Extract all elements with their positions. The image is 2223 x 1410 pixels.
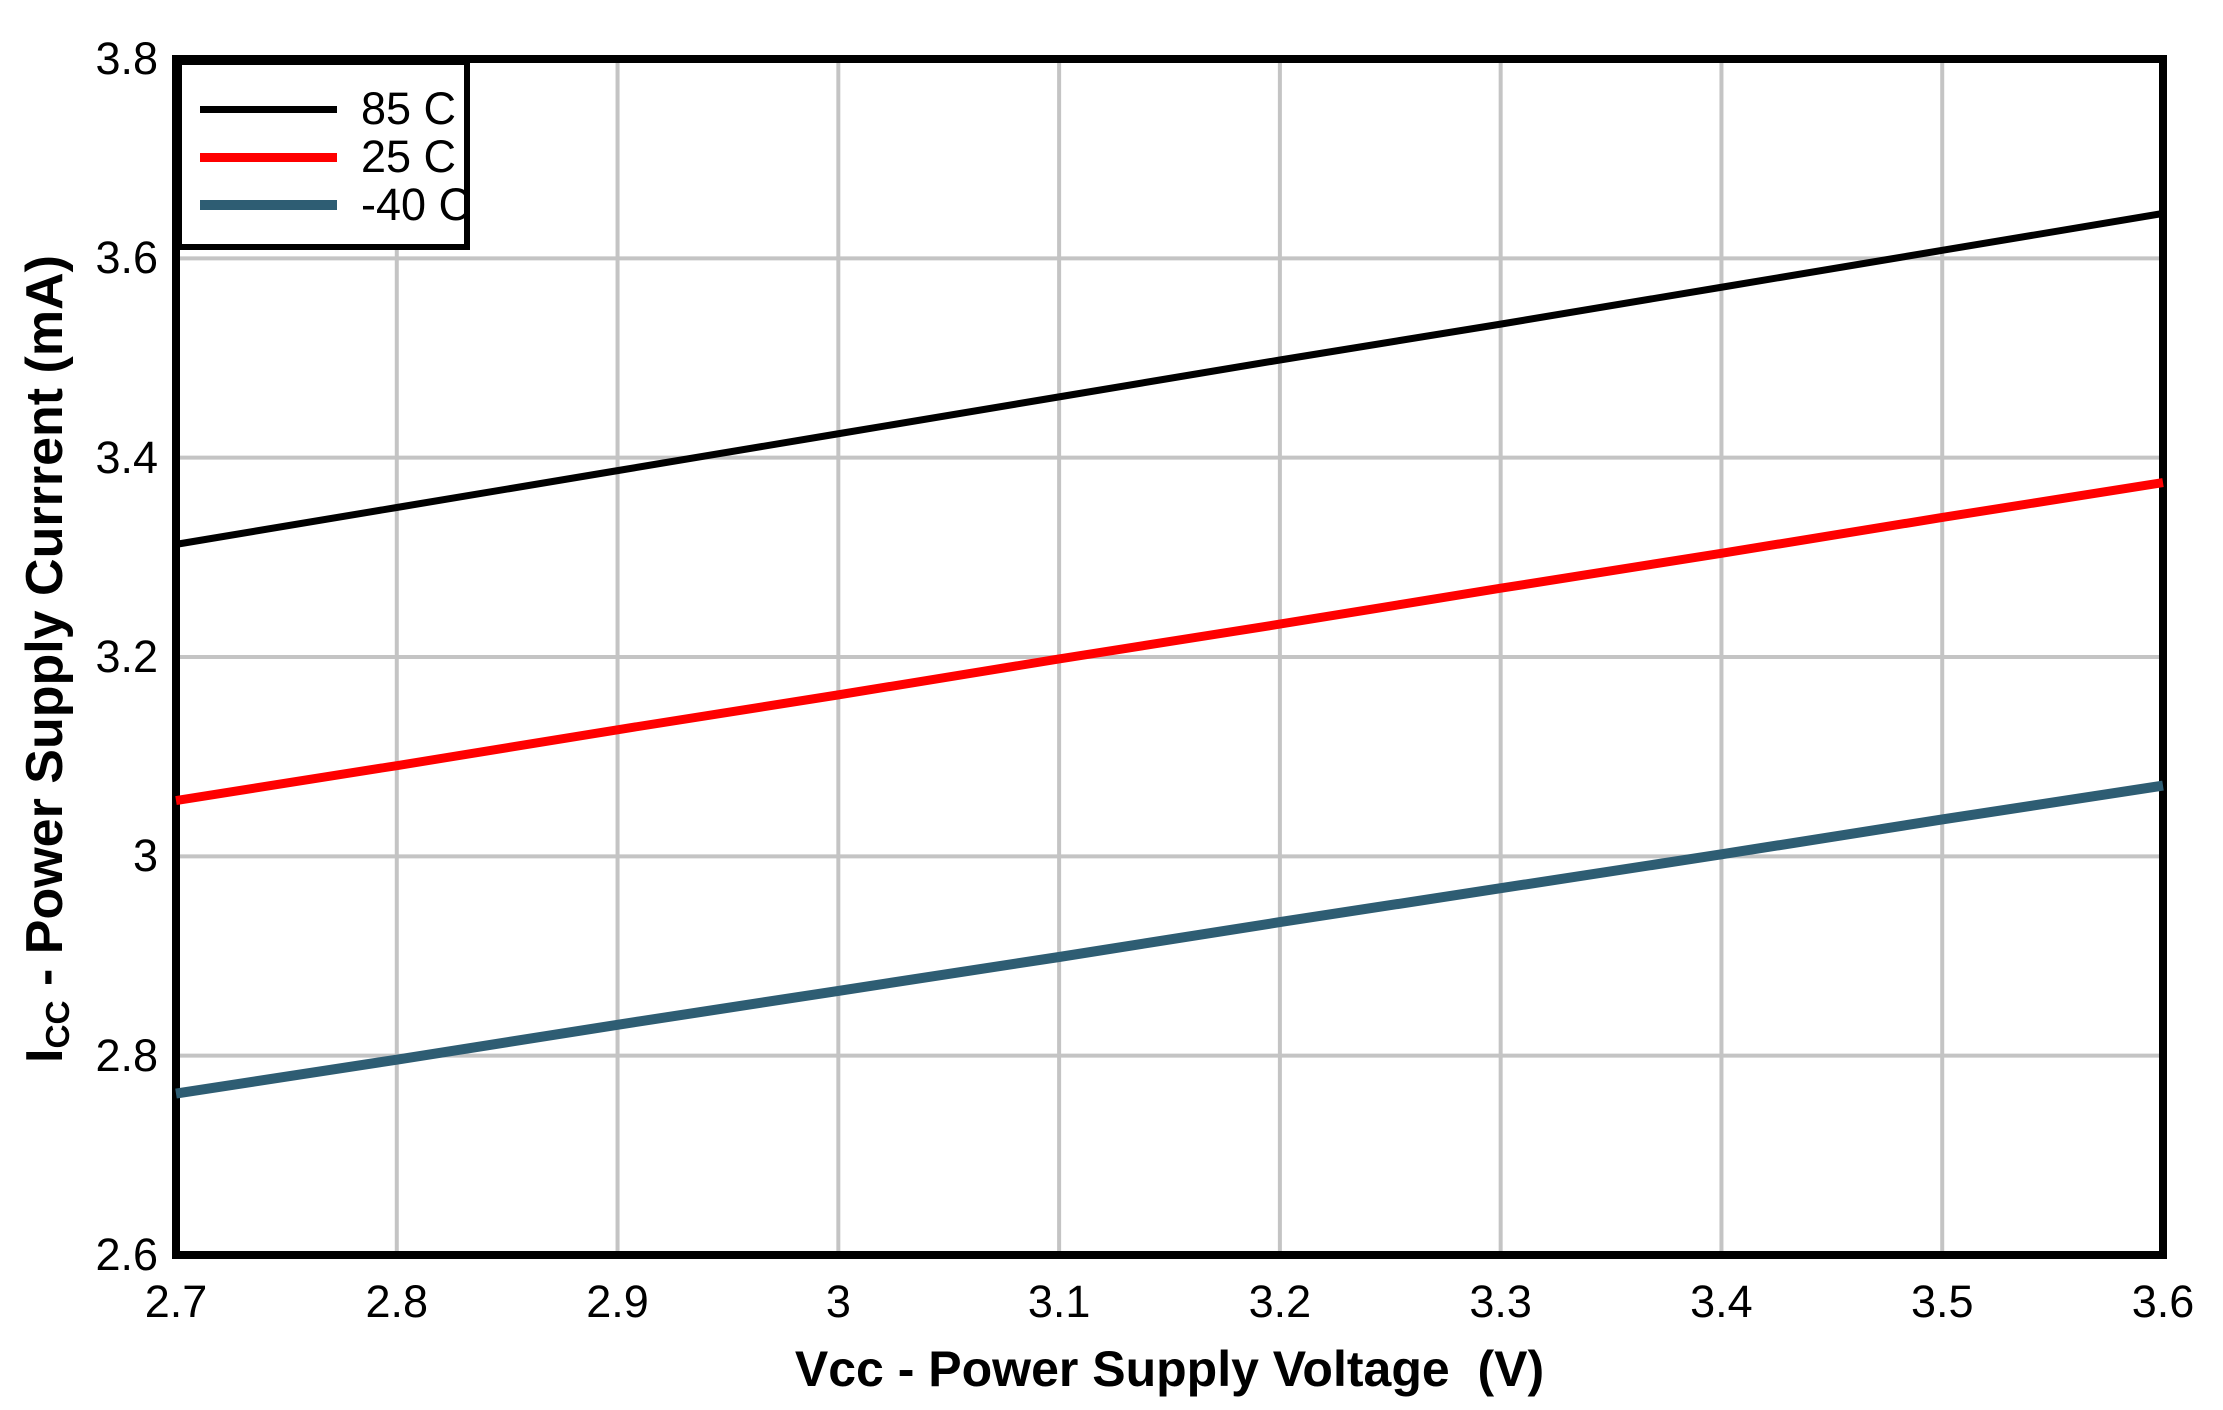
x-tick-label: 2.9 (586, 1276, 649, 1327)
y-axis-title-prefix: I (16, 1048, 74, 1063)
y-tick-label: 3.8 (95, 33, 158, 84)
legend-label-n40c: -40 C (361, 179, 472, 230)
x-tick-label: 2.7 (144, 1276, 208, 1327)
x-tick-label: 3.4 (1690, 1276, 1753, 1327)
y-tick-label: 3.2 (95, 631, 158, 682)
series-line--40-c (175, 780, 2164, 1099)
legend-item-25c: 25 C (200, 131, 464, 182)
legend-item-n40c: -40 C (200, 179, 471, 230)
y-axis-title-rest: - Power Supply Currrent (mA) (16, 255, 74, 1001)
x-tick-label: 3.3 (1469, 1276, 1532, 1327)
legend: 85 C 25 C -40 C (176, 59, 471, 250)
x-tick-label: 3.1 (1027, 1276, 1091, 1327)
x-tick-label: 3 (825, 1276, 851, 1327)
x-tick-label: 2.8 (365, 1276, 429, 1327)
x-tick-label: 3.5 (1910, 1276, 1974, 1327)
legend-line-swatch-n40c (200, 200, 337, 210)
series-line-85-c (175, 210, 2164, 548)
x-axis-title: Vcc - Power Supply Voltage (V) (794, 1341, 1545, 1397)
y-tick-label: 2.6 (95, 1229, 158, 1280)
y-tick-label: 2.8 (95, 1029, 158, 1081)
y-axis-title: ICC - Power Supply Currrent (mA) (13, 61, 77, 1257)
x-tick-label: 3.6 (2131, 1276, 2195, 1327)
legend-line-swatch-25c (200, 152, 337, 162)
series-line-25-c (175, 478, 2164, 805)
y-tick-label: 3.6 (95, 232, 158, 284)
legend-item-85c: 85 C (200, 83, 464, 134)
legend-line-swatch-85c (200, 105, 337, 113)
x-tick-label: 3.2 (1248, 1276, 1312, 1327)
y-tick-label: 3 (132, 830, 158, 882)
y-axis-title-subscript: CC (40, 1000, 78, 1049)
legend-label-85c: 85 C (361, 83, 457, 134)
legend-label-25c: 25 C (361, 131, 457, 182)
y-tick-label: 3.4 (95, 431, 158, 483)
axes-border (172, 55, 2167, 1259)
